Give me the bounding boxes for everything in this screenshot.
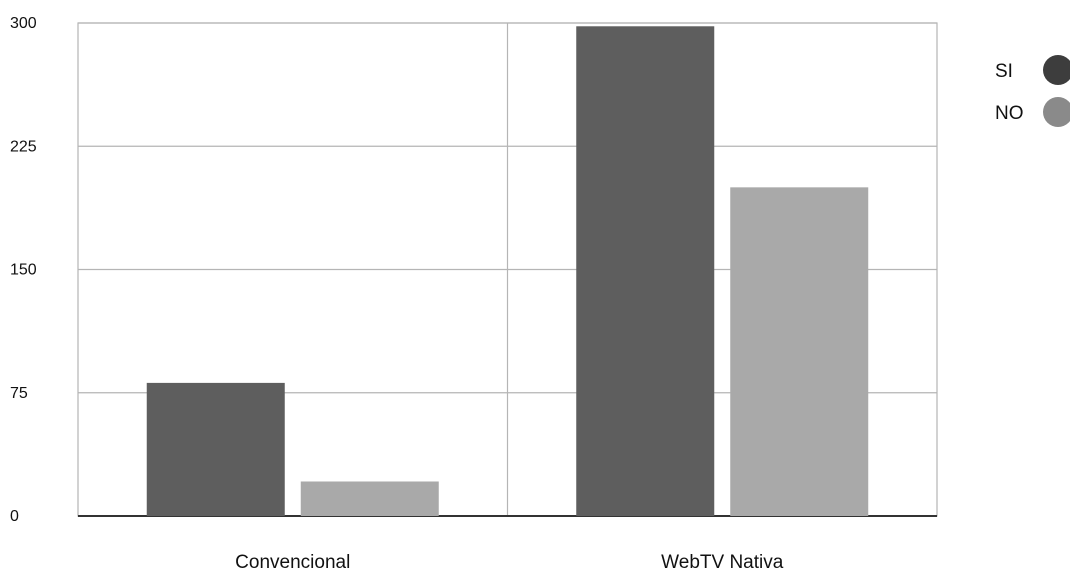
legend-label-si: SI: [995, 61, 1013, 82]
legend-label-no: NO: [995, 103, 1024, 124]
bar-si-1: [576, 26, 714, 516]
x-tick-label: Convencional: [235, 552, 350, 573]
bar-no-0: [301, 481, 439, 516]
bar-no-1: [730, 187, 868, 516]
y-axis-ticks: 0 75 150 225 300: [10, 15, 37, 525]
y-tick-label: 75: [10, 385, 28, 402]
x-tick-label: WebTV Nativa: [661, 552, 784, 573]
x-axis-ticks: Convencional WebTV Nativa: [235, 552, 784, 573]
bar-si-0: [147, 383, 285, 516]
legend-marker-no: [1043, 97, 1070, 127]
legend-marker-si: [1043, 55, 1070, 85]
y-tick-label: 300: [10, 15, 37, 32]
y-tick-label: 150: [10, 262, 37, 279]
y-tick-label: 225: [10, 138, 37, 155]
chart-legend: SI NO: [995, 55, 1070, 127]
y-tick-label: 0: [10, 508, 19, 525]
